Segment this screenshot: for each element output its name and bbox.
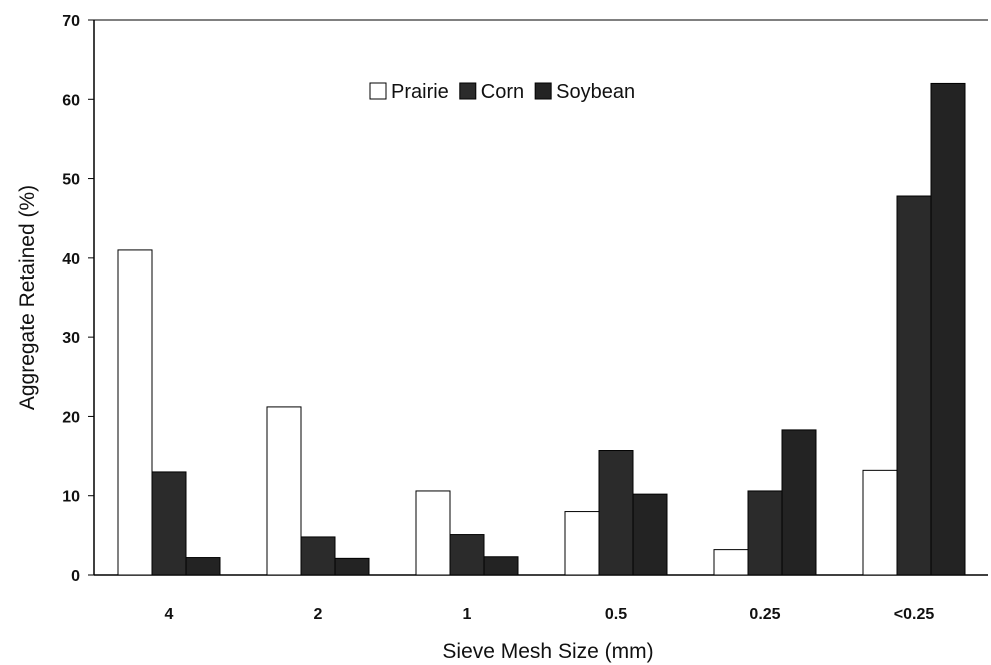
y-axis-ticks: 0 10 20 30 40 50 60 70 (62, 13, 94, 585)
bar-prairie (415, 490, 451, 576)
x-axis-title: Sieve Mesh Size (mm) (442, 640, 653, 663)
bar-soybean (483, 556, 519, 576)
bar-corn (598, 450, 634, 576)
bar-corn (151, 471, 187, 576)
x-tick-label: 4 (165, 606, 174, 623)
bar-corn (300, 536, 336, 576)
legend-swatch-prairie (369, 82, 387, 100)
legend-swatch-corn (459, 82, 477, 100)
y-tick-label: 40 (62, 251, 80, 268)
bar-soybean (930, 82, 966, 576)
bar-prairie (713, 549, 749, 576)
y-tick-label: 50 (62, 172, 80, 189)
bar-corn (747, 490, 783, 576)
bar-corn (449, 534, 485, 576)
y-tick-label: 0 (71, 568, 80, 585)
x-tick-label: <0.25 (894, 606, 935, 623)
bar-prairie (862, 469, 898, 576)
x-axis-ticks: 4 2 1 0.5 0.25 <0.25 (165, 606, 935, 623)
legend: Prairie Corn Soybean (369, 81, 635, 103)
legend-swatch-soybean (534, 82, 552, 100)
x-tick-label: 1 (463, 606, 472, 623)
x-tick-label: 2 (314, 606, 323, 623)
bar-prairie (266, 406, 302, 576)
bar-prairie (564, 511, 600, 576)
legend-label-soybean: Soybean (556, 81, 635, 103)
bar-soybean (632, 493, 668, 576)
bar-prairie (117, 249, 153, 576)
y-tick-label: 70 (62, 13, 80, 30)
bar-soybean (334, 557, 370, 576)
bar-soybean (781, 429, 817, 576)
bar-soybean (185, 557, 221, 576)
legend-label-corn: Corn (481, 81, 524, 103)
legend-label-prairie: Prairie (391, 81, 449, 103)
y-axis-title: Aggregate Retained (%) (16, 185, 39, 410)
y-tick-label: 30 (62, 330, 80, 347)
plot-area (93, 19, 988, 576)
y-tick-label: 20 (62, 409, 80, 426)
y-tick-label: 60 (62, 92, 80, 109)
x-tick-label: 0.25 (749, 606, 780, 623)
y-tick-label: 10 (62, 489, 80, 506)
bar-corn (896, 195, 932, 576)
x-tick-label: 0.5 (605, 606, 627, 623)
